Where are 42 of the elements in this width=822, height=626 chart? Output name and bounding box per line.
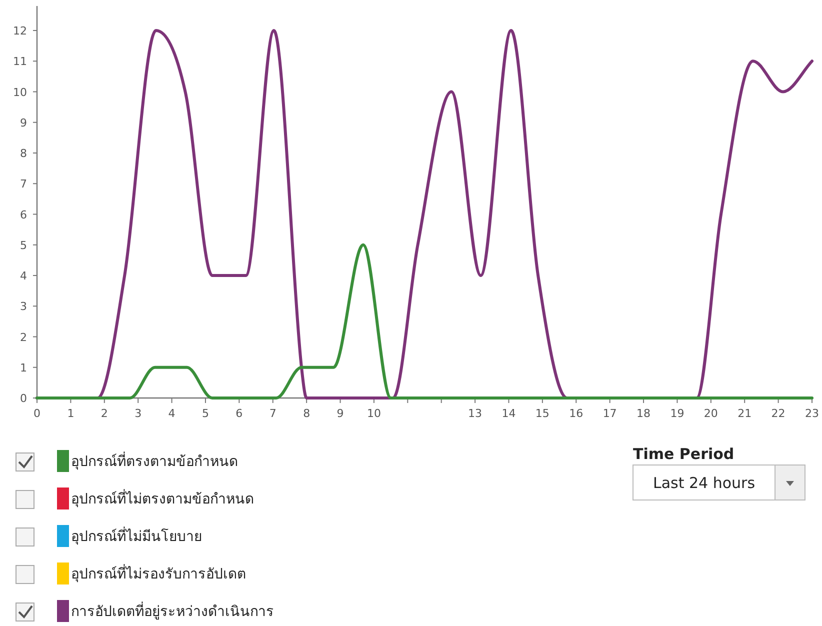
y-tick-label: 3 xyxy=(20,300,27,314)
y-tick-label: 12 xyxy=(13,24,27,38)
y-tick-label: 5 xyxy=(20,238,27,252)
x-tick-label: 16 xyxy=(569,407,584,420)
legend-label: อุปกรณ์ที่ไม่รองรับการอัปเดต xyxy=(71,564,246,582)
y-tick-label: 1 xyxy=(20,361,27,374)
x-tick-label: 8 xyxy=(303,407,310,420)
y-tick-label: 2 xyxy=(20,330,27,344)
y-tick-label: 6 xyxy=(20,208,27,222)
y-tick-label: 0 xyxy=(20,392,27,405)
x-tick-label: 6 xyxy=(236,407,243,420)
legend-label: อุปกรณ์ที่ไม่ตรงตามข้อกำหนด xyxy=(71,490,254,508)
text: Time Period xyxy=(633,445,734,463)
x-tick-label: 10 xyxy=(366,407,381,420)
x-tick-label: 13 xyxy=(468,407,482,420)
x-tick-label: 14 xyxy=(502,407,516,420)
x-tick-label: 9 xyxy=(336,407,344,420)
y-tick-label: 9 xyxy=(20,116,27,130)
x-tick-label: 15 xyxy=(535,407,550,420)
y-tick-label: 4 xyxy=(20,270,27,282)
x-tick-label: 20 xyxy=(704,407,718,420)
y-tick-label: 11 xyxy=(13,55,27,68)
x-tick-label: 7 xyxy=(269,407,276,420)
x-tick-label: 23 xyxy=(805,407,819,420)
x-tick-label: 0 xyxy=(34,407,40,420)
legend-label: อุปกรณ์ที่ตรงตามข้อกำหนด xyxy=(71,452,238,470)
legend-label: การอัปเดตที่อยู่ระหว่างดำเนินการ xyxy=(71,602,274,620)
x-tick-label: 5 xyxy=(202,407,209,420)
x-tick-label: 19 xyxy=(670,407,684,420)
x-tick-label: 2 xyxy=(100,407,108,420)
y-tick-label: 7 xyxy=(20,178,27,191)
text: Last 24 hours xyxy=(652,474,756,492)
legend-label: อุปกรณ์ที่ไม่มีนโยบาย xyxy=(71,527,202,545)
x-tick-label: 4 xyxy=(168,407,176,420)
x-tick-label: 18 xyxy=(636,407,651,420)
x-tick-label: 22 xyxy=(771,407,786,420)
y-tick-label: 10 xyxy=(13,86,27,99)
x-tick-label: 17 xyxy=(602,407,617,420)
x-tick-label: 21 xyxy=(738,407,752,420)
y-tick-label: 8 xyxy=(20,147,27,160)
x-tick-label: 3 xyxy=(134,407,142,420)
x-tick-label: 1 xyxy=(67,407,74,420)
